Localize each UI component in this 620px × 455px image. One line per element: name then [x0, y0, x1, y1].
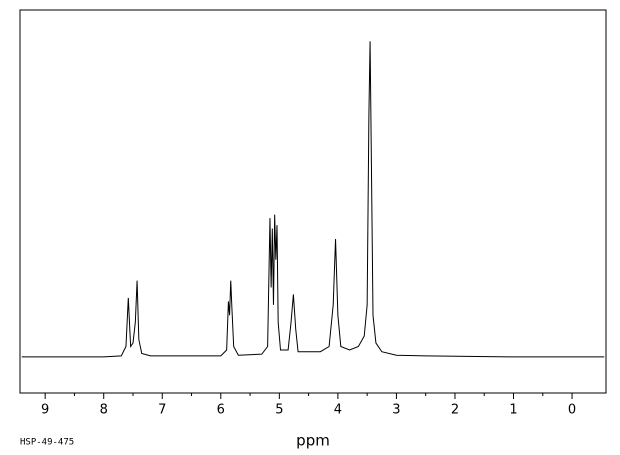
x-axis-label: ppm: [296, 432, 330, 450]
x-tick-label: 4: [334, 403, 342, 418]
x-tick-label: 3: [392, 403, 400, 418]
plot-frame: [19, 9, 607, 394]
x-tick-label: 8: [100, 403, 108, 418]
x-tick-label: 7: [158, 403, 166, 418]
x-tick-label: 5: [275, 403, 283, 418]
spectrum-line: [21, 41, 605, 358]
x-tick-label: 6: [217, 403, 225, 418]
x-tick-label: 2: [451, 403, 459, 418]
x-tick-label: 1: [509, 403, 517, 418]
footnote: HSP-49-475: [20, 438, 74, 448]
x-tick-label: 0: [568, 403, 576, 418]
x-tick-label: 9: [41, 403, 49, 418]
